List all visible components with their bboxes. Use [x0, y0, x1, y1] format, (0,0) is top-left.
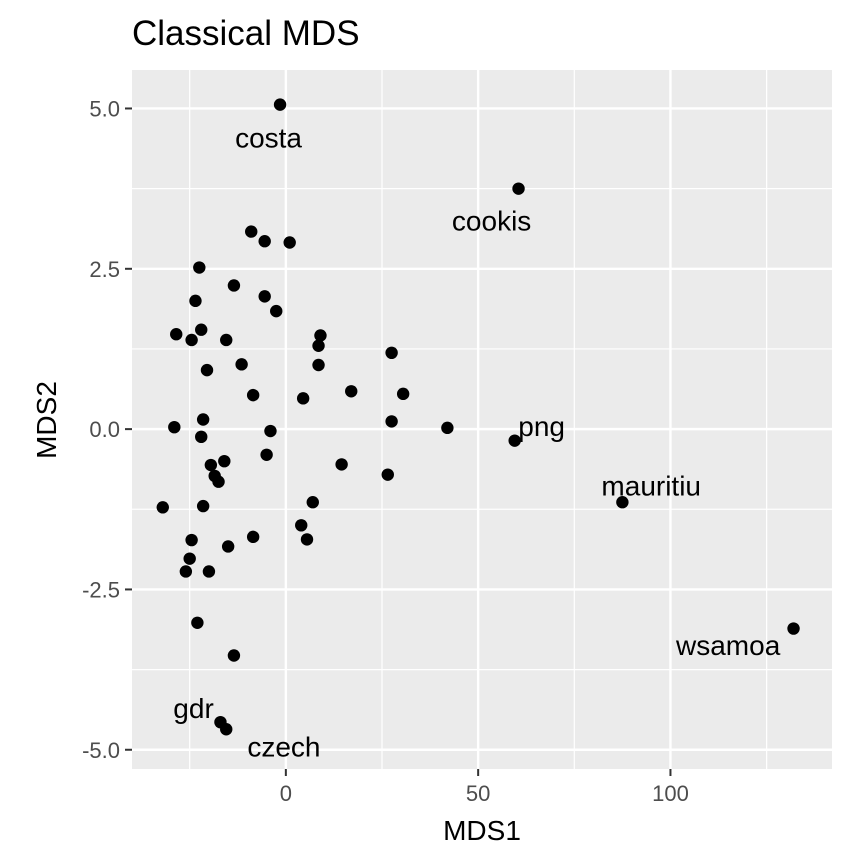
- data-point: [202, 565, 216, 578]
- data-point: [170, 328, 183, 341]
- data-point: [258, 290, 271, 303]
- data-point: [246, 530, 260, 544]
- data-point: [193, 261, 206, 274]
- data-point: [283, 236, 296, 249]
- data-point: [385, 415, 398, 428]
- data-point: [195, 430, 208, 444]
- data-point: [258, 235, 271, 248]
- data-point: [195, 323, 208, 336]
- axis-ticks: [125, 107, 672, 776]
- data-point: [273, 98, 287, 111]
- data-point: [156, 501, 169, 514]
- point-label: mauritiu: [601, 471, 701, 502]
- y-tick-label: 5.0: [89, 96, 120, 121]
- data-point: [185, 333, 198, 347]
- data-point: [218, 454, 231, 468]
- data-point: [212, 475, 225, 488]
- data-point: [196, 413, 210, 426]
- point-label: wsamoa: [675, 630, 781, 661]
- chart-title: Classical MDS: [132, 14, 360, 53]
- data-point: [300, 533, 314, 546]
- data-point: [508, 434, 521, 447]
- point-label: czech: [247, 732, 320, 763]
- point-labels: costa cookis png mauritiu wsamoa gdr czech: [173, 122, 780, 762]
- data-point: [441, 421, 454, 435]
- point-label: costa: [235, 122, 302, 153]
- data-point: [295, 519, 308, 532]
- point-label: gdr: [173, 693, 213, 724]
- data-point: [245, 225, 258, 238]
- data-point: [381, 468, 394, 481]
- data-point: [306, 496, 319, 509]
- data-point: [220, 723, 233, 736]
- major-gridlines: [132, 70, 832, 769]
- data-point: [189, 294, 202, 308]
- data-point: [264, 424, 277, 438]
- point-label: cookis: [452, 206, 531, 237]
- data-point: [335, 458, 348, 471]
- data-point: [235, 358, 248, 371]
- data-point: [227, 279, 241, 292]
- data-point: [345, 385, 358, 398]
- data-point: [183, 552, 196, 565]
- point-label: png: [518, 411, 565, 442]
- data-point: [168, 420, 181, 434]
- y-tick-label: 2.5: [89, 257, 120, 282]
- data-point: [312, 339, 325, 352]
- data-point: [246, 388, 260, 402]
- data-points: [156, 98, 800, 736]
- minor-gridlines: [132, 70, 832, 769]
- y-tick-labels: 5.0 2.5 0.0 -2.5 -5.0: [82, 96, 120, 762]
- y-tick-label: -5.0: [82, 738, 120, 763]
- data-point: [296, 392, 310, 405]
- data-point: [185, 533, 198, 547]
- data-point: [787, 622, 800, 635]
- y-axis-title: MDS2: [31, 381, 62, 459]
- x-tick-labels: 0 50 100: [280, 781, 689, 806]
- data-point: [221, 540, 235, 553]
- data-point: [196, 499, 210, 513]
- data-point: [512, 182, 525, 195]
- y-tick-label: -2.5: [82, 577, 120, 602]
- data-point: [200, 363, 214, 377]
- data-point: [314, 329, 327, 342]
- data-point: [270, 304, 283, 318]
- x-tick-label: 50: [466, 781, 490, 806]
- data-point: [616, 496, 629, 509]
- x-tick-label: 0: [280, 781, 292, 806]
- data-point: [396, 387, 410, 401]
- data-point: [227, 649, 241, 662]
- plot-panel: [132, 70, 832, 769]
- data-point: [260, 448, 273, 461]
- x-tick-label: 100: [652, 781, 689, 806]
- data-point: [204, 458, 218, 472]
- data-point: [191, 616, 204, 629]
- data-point: [385, 346, 398, 360]
- data-point: [179, 565, 193, 578]
- y-tick-label: 0.0: [89, 417, 120, 442]
- data-point: [220, 333, 233, 347]
- x-axis-title: MDS1: [443, 815, 521, 846]
- data-point: [312, 358, 325, 372]
